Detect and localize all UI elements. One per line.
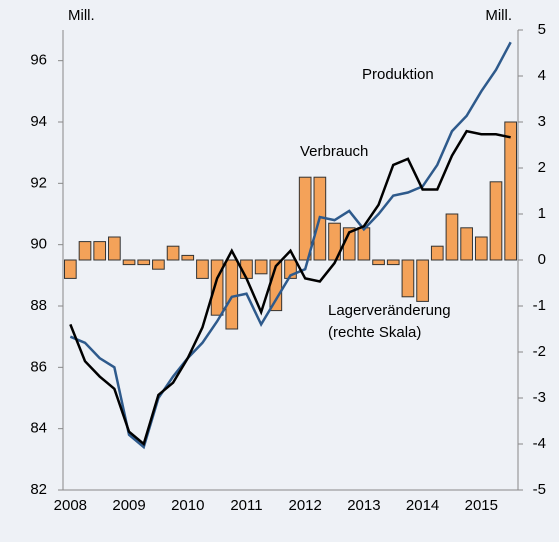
y2-tick-label: -1	[533, 297, 546, 314]
bar	[357, 227, 371, 261]
y-tick-label: 84	[30, 420, 47, 437]
bar	[210, 259, 224, 316]
bar	[445, 213, 459, 261]
y2-tick-label: 5	[538, 21, 546, 38]
y-tick-label: 90	[30, 236, 47, 253]
x-tick-label: 2010	[171, 497, 204, 514]
bar	[298, 176, 312, 261]
bar	[152, 259, 165, 270]
bar	[122, 259, 136, 266]
bar	[386, 259, 400, 266]
x-tick-label: 2008	[54, 497, 87, 514]
series-label: Lagerveränderung	[328, 302, 451, 319]
y-tick-label: 82	[30, 481, 47, 498]
series-label: Produktion	[362, 66, 434, 83]
y-unit-label: Mill.	[68, 7, 95, 24]
x-tick-label: 2015	[465, 497, 498, 514]
x-tick-label: 2009	[112, 497, 145, 514]
y-tick-label: 94	[30, 113, 47, 130]
bar	[460, 227, 473, 261]
x-tick-label: 2013	[347, 497, 380, 514]
y-tick-label: 92	[30, 174, 47, 191]
y2-tick-label: 4	[538, 67, 546, 84]
y2-tick-label: 2	[538, 159, 546, 176]
y2-tick-label: 0	[538, 251, 546, 268]
bar	[430, 245, 444, 261]
y-tick-label: 86	[30, 358, 47, 375]
bar	[401, 259, 415, 298]
y2-unit-label: Mill.	[485, 7, 512, 24]
line	[69, 129, 511, 447]
y2-tick-label: 3	[538, 113, 546, 130]
bar	[328, 222, 341, 261]
bar	[181, 254, 195, 261]
bar	[93, 241, 107, 261]
bar	[416, 259, 429, 302]
y2-tick-label: 1	[538, 205, 546, 222]
bar	[284, 259, 297, 279]
bar	[78, 241, 92, 261]
bar	[489, 181, 503, 261]
bar	[225, 259, 239, 330]
bar	[504, 121, 517, 261]
y2-tick-label: -3	[533, 389, 546, 406]
bar	[474, 236, 488, 261]
bar	[372, 259, 385, 266]
y2-tick-label: -2	[533, 343, 546, 360]
bar	[137, 259, 151, 266]
y2-tick-label: -4	[533, 435, 546, 452]
line	[69, 41, 512, 450]
x-tick-label: 2012	[288, 497, 321, 514]
series-label: Verbrauch	[300, 143, 368, 160]
y-tick-label: 88	[30, 297, 47, 314]
bar	[166, 245, 180, 261]
x-tick-label: 2011	[230, 497, 262, 514]
y-tick-label: 96	[30, 52, 47, 69]
x-tick-label: 2014	[406, 497, 439, 514]
bar	[254, 259, 268, 275]
annotation: (rechte Skala)	[328, 324, 421, 341]
bar	[108, 236, 121, 261]
y2-tick-label: -5	[533, 481, 546, 498]
bar	[64, 259, 77, 279]
bar	[196, 259, 209, 279]
